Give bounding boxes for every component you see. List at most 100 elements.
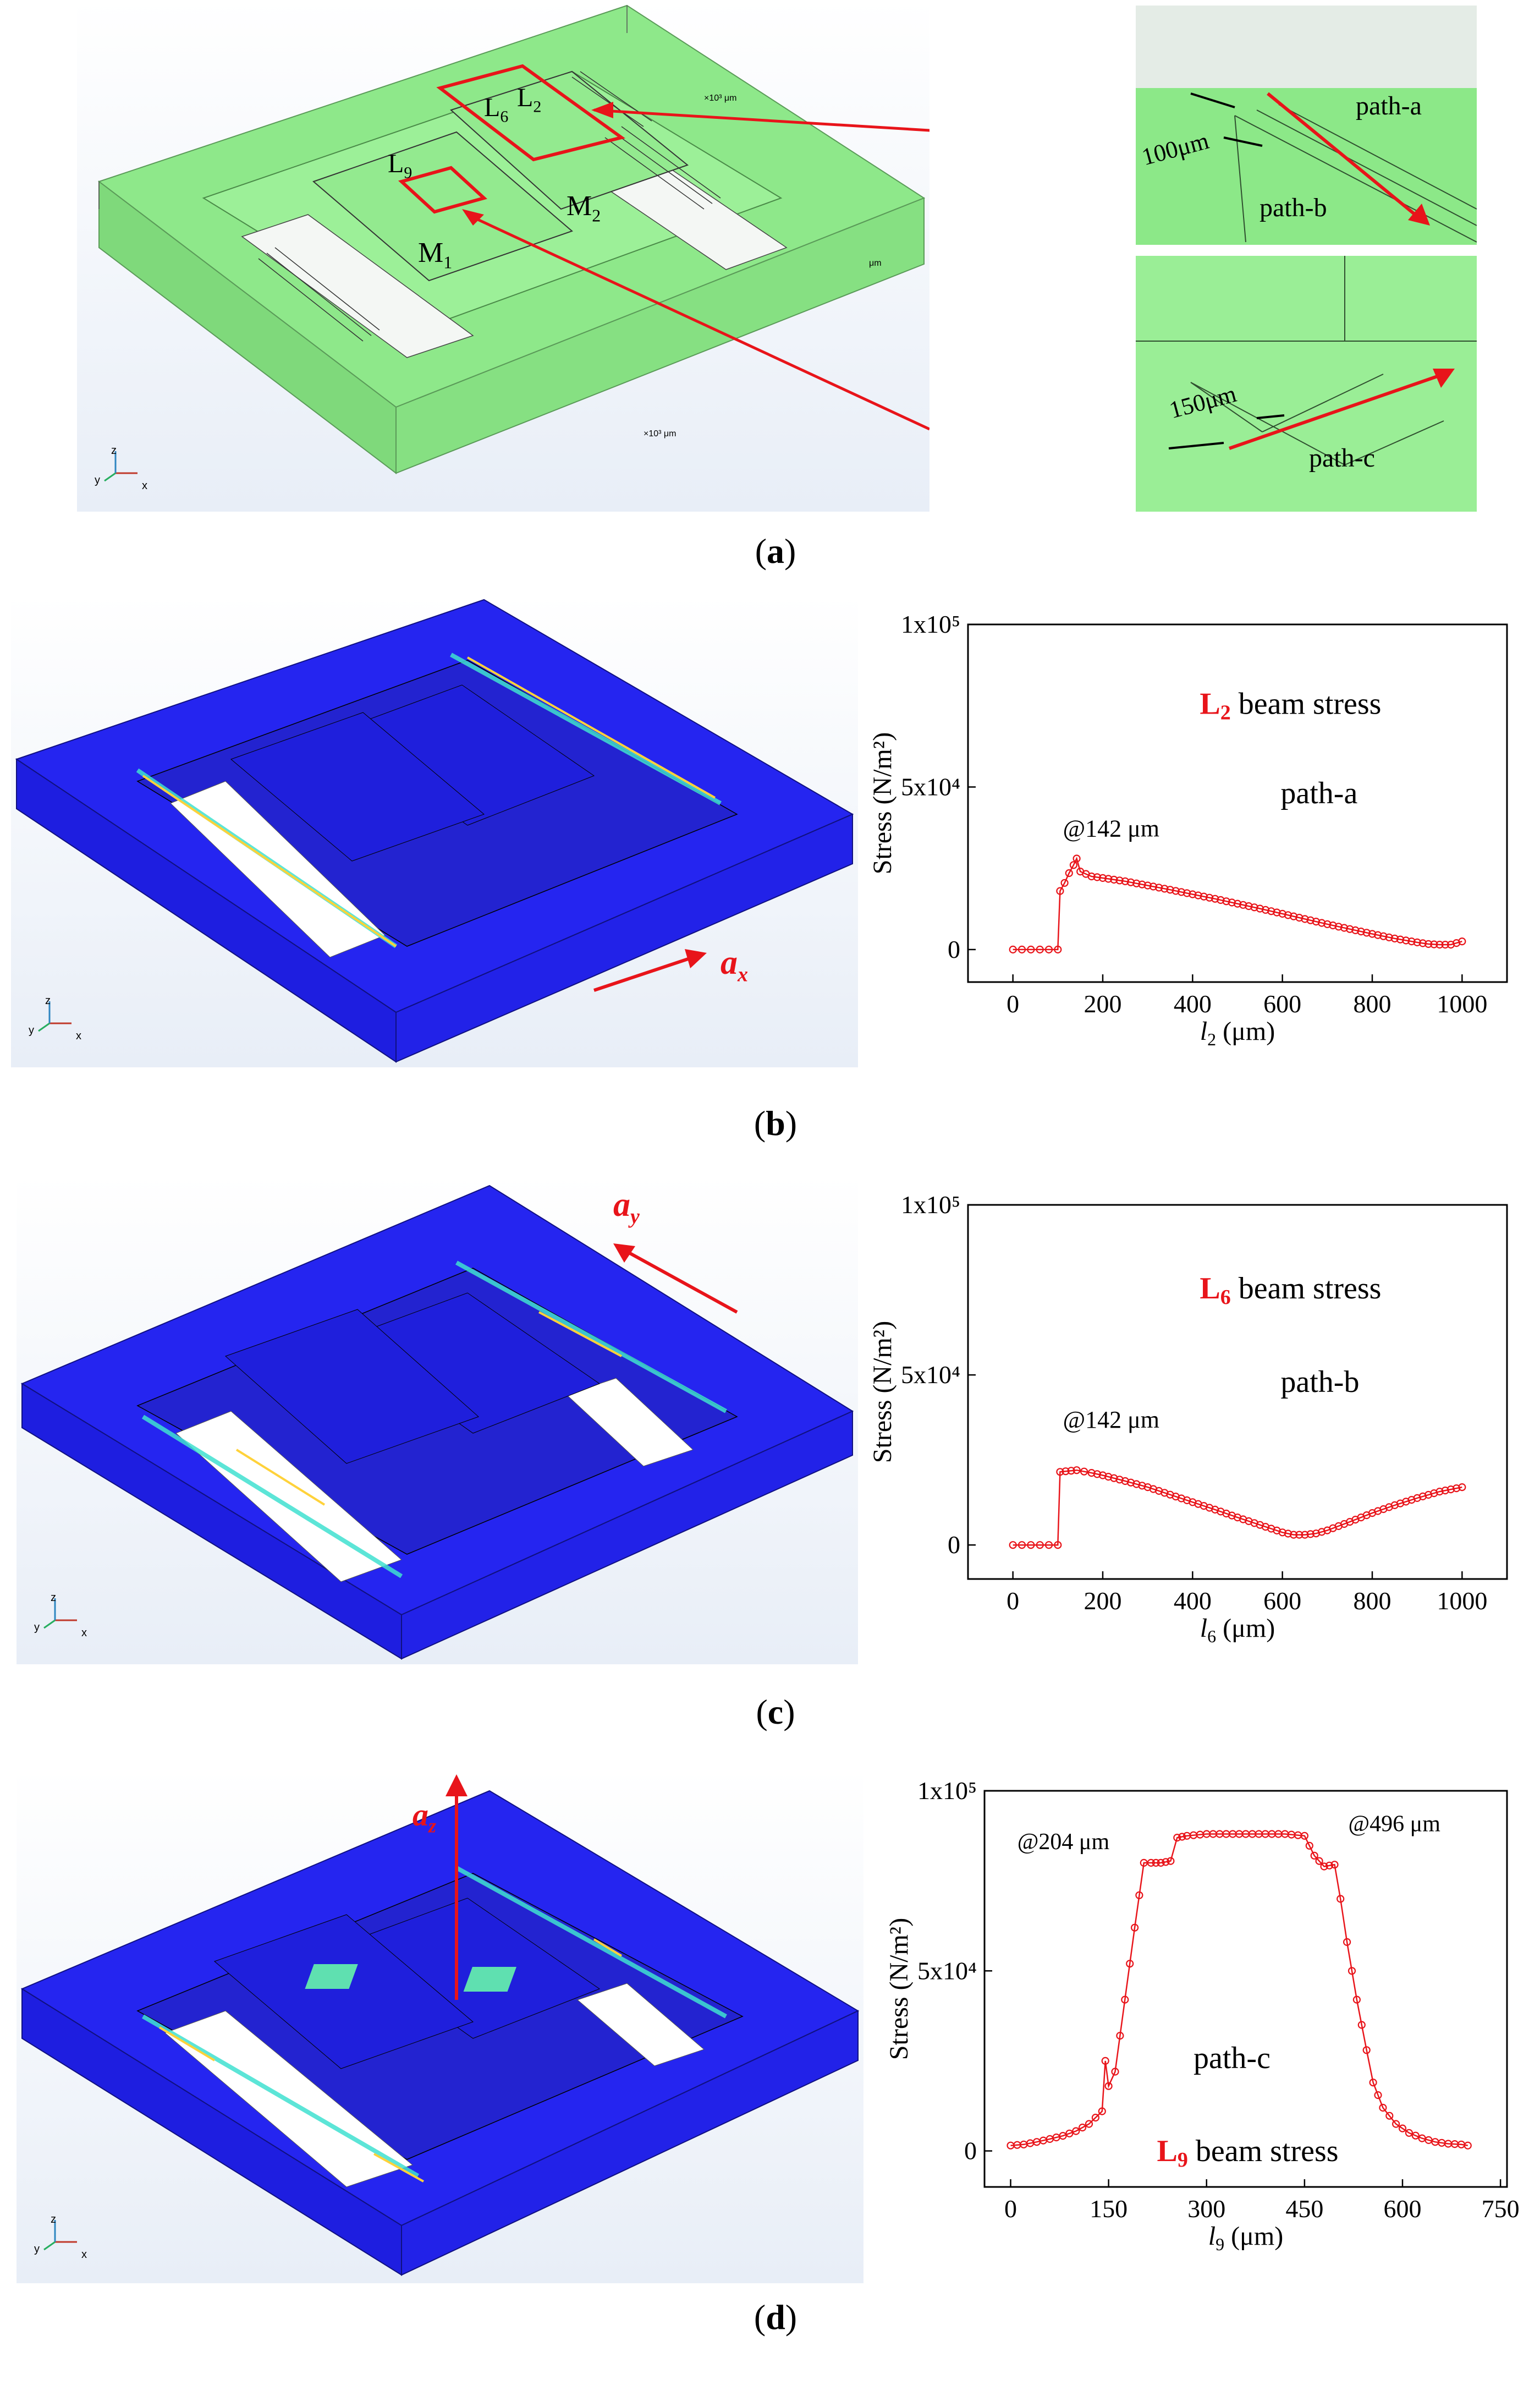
x-tick-label: 450	[1285, 2195, 1323, 2223]
data-point	[1080, 1467, 1088, 1476]
data-point	[1289, 912, 1298, 920]
series-line	[1010, 1833, 1468, 2146]
chart-c: 0 200 400 600 800 1000 0 5x10⁴ 1x10⁵ l6 (μm) Stres…	[858, 1177, 1524, 1673]
panel-b-stress-model: ax y z x	[11, 594, 858, 1067]
data-point	[1405, 2129, 1414, 2137]
x-tick-label: 400	[1174, 1587, 1212, 1615]
y-tick-label: 5x10⁴	[917, 1956, 977, 1984]
data-point	[1027, 1541, 1035, 1549]
x-tick-label: 800	[1354, 990, 1392, 1018]
mass-m1	[312, 131, 573, 282]
data-point	[1315, 1857, 1323, 1865]
data-point	[1340, 924, 1349, 932]
x-tick-label: 600	[1263, 990, 1301, 1018]
data-point	[1447, 1485, 1455, 1494]
data-point	[1178, 1833, 1186, 1841]
y-tick-label: 1x10⁵	[917, 1777, 977, 1805]
data-point	[1306, 1530, 1314, 1538]
data-point	[1152, 1858, 1160, 1867]
x-tick-label: 600	[1384, 2195, 1422, 2223]
data-point	[1452, 1484, 1461, 1493]
data-point	[1116, 2032, 1124, 2040]
data-point	[1036, 1541, 1044, 1549]
chart-c-svg: 0 200 400 600 800 1000 0 5x10⁴ 1x10⁵ l6 (μm) Stres…	[868, 1191, 1508, 1646]
x-tick-label: 200	[1084, 1587, 1122, 1615]
data-point	[1018, 1541, 1026, 1549]
y-tick-label: 0	[964, 2137, 977, 2165]
data-point	[1369, 2079, 1377, 2087]
axis-unit-right: μm	[869, 259, 882, 268]
chart-b: 0 200 400 600 800 1000 0 5x10⁴ 1x10⁵ l2 (μm) Stres…	[858, 597, 1524, 1076]
data-point	[1320, 1862, 1328, 1871]
x-tick-label: 200	[1084, 990, 1122, 1018]
data-point	[1330, 1861, 1339, 1869]
left-slot	[241, 214, 474, 358]
triad-z: z	[45, 995, 51, 1007]
data-point	[1189, 890, 1197, 898]
data-point	[1284, 1529, 1292, 1538]
chart-d: 0 150 300 450 600 750 0 5x10⁴ 1x10⁵ l9 (μm) Stress…	[884, 1769, 1524, 2286]
data-point	[1362, 2046, 1371, 2054]
annotation: @142 μm	[1063, 815, 1159, 842]
accel-arrow-ay	[626, 1250, 738, 1314]
data-point	[1390, 934, 1399, 942]
data-point	[1346, 925, 1354, 933]
data-point	[1091, 2113, 1099, 2122]
series-line	[1013, 856, 1462, 951]
beam-label-l2: L2	[517, 83, 542, 116]
data-point	[1256, 904, 1264, 913]
data-point	[1336, 1895, 1345, 1903]
panel-label-c: (c)	[756, 1692, 795, 1731]
inset-path-arrow	[1267, 92, 1423, 222]
x-tick-label: 0	[1007, 1587, 1019, 1615]
inset-top: 100μm path-a path-b	[1136, 6, 1477, 245]
x-tick-label: 0	[1007, 990, 1019, 1018]
data-point	[1072, 854, 1081, 863]
data-point	[1278, 1528, 1286, 1537]
data-point	[1172, 887, 1180, 895]
data-point	[1396, 935, 1405, 944]
data-point	[1441, 1486, 1449, 1495]
triad-x: x	[76, 1030, 81, 1042]
inset-top-path-b: path-b	[1260, 193, 1327, 222]
annotation: @142 μm	[1063, 1406, 1159, 1433]
data-point	[1069, 861, 1077, 869]
axis-triad	[104, 451, 138, 482]
data-point	[1138, 880, 1146, 889]
data-point	[1273, 908, 1281, 917]
data-point	[1295, 913, 1304, 922]
data-point	[1329, 921, 1337, 930]
data-point	[1072, 1466, 1081, 1474]
data-point	[1104, 2082, 1113, 2090]
beam-label-l6: L6	[484, 93, 509, 126]
path-label: path-a	[1280, 776, 1357, 810]
data-point	[1131, 1923, 1139, 1932]
data-point	[1430, 940, 1438, 948]
axis-triad	[43, 1598, 77, 1629]
highlight-l9	[398, 166, 488, 214]
data-point	[1087, 1468, 1096, 1477]
data-point	[1407, 937, 1416, 946]
data-point	[1093, 1470, 1101, 1478]
inset-path-c-arrow	[1229, 372, 1444, 450]
data-point	[1436, 940, 1444, 949]
triad-z: z	[111, 445, 117, 457]
data-point	[1310, 1851, 1318, 1860]
data-point	[1182, 889, 1191, 897]
data-point	[1054, 945, 1062, 954]
data-point	[1317, 919, 1326, 927]
path-label: path-b	[1280, 1365, 1359, 1399]
x-tick-label: 1000	[1437, 990, 1487, 1018]
data-point	[1398, 2124, 1407, 2132]
data-point	[1036, 945, 1044, 954]
data-point	[1385, 2112, 1394, 2120]
data-point	[1464, 2141, 1472, 2150]
data-point	[1143, 881, 1152, 890]
data-point	[1392, 2120, 1400, 2128]
data-point	[1284, 911, 1292, 919]
series-line	[1013, 1469, 1462, 1546]
data-point	[1101, 2057, 1109, 2065]
data-point	[1160, 885, 1169, 893]
data-point	[1167, 1857, 1175, 1865]
data-point	[1126, 878, 1135, 886]
